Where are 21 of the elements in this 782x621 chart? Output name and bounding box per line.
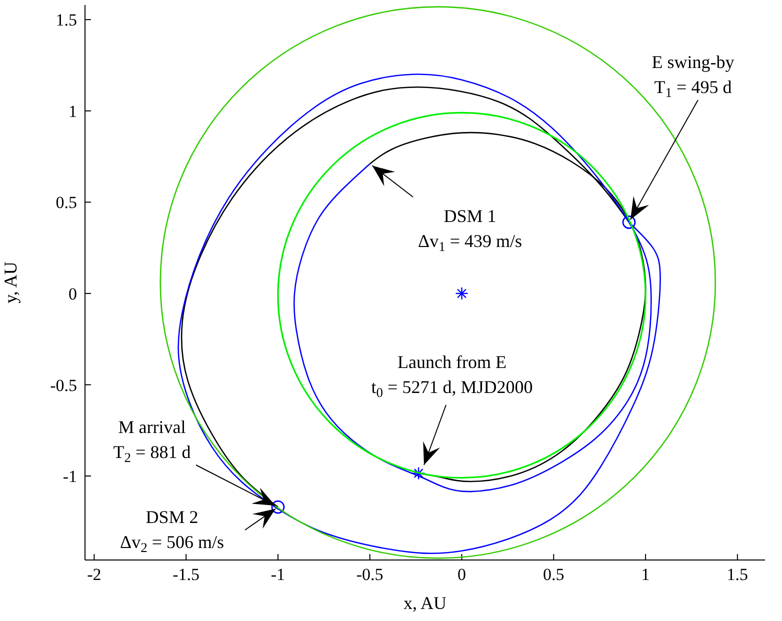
x-tick-label: 0 bbox=[458, 565, 466, 584]
x-tick-label: -2 bbox=[87, 565, 102, 584]
y-tick-label: -0.5 bbox=[50, 376, 77, 395]
x-tick-label: -0.5 bbox=[356, 565, 384, 584]
x-tick-label: -1.5 bbox=[172, 565, 200, 584]
x-tick-label: 1.5 bbox=[726, 565, 748, 584]
text: Launch from E t$_{0}$ = 5271 d, MJD2000 bbox=[371, 352, 533, 400]
x-tick-label: 0.5 bbox=[543, 565, 564, 584]
x-tick-label: -1 bbox=[270, 565, 286, 584]
y-tick-label: 1.5 bbox=[56, 10, 77, 30]
annotation: DSM 2 Δv$_{2}$ = 506 m/s bbox=[120, 507, 224, 556]
x-axis-title: x, AU bbox=[403, 593, 447, 613]
y-tick-label: -1 bbox=[62, 467, 77, 486]
annotation: E swing-by T$_{1}$ = 495 d bbox=[652, 52, 734, 100]
y-tick-label: 0.5 bbox=[56, 193, 77, 212]
y-axis-title: y, AU bbox=[0, 262, 20, 304]
y-tick-label: 0 bbox=[68, 284, 77, 304]
x-tick-label: 1 bbox=[641, 565, 650, 584]
annotation: DSM 1 Δv$_{1}$ = 439 m/s bbox=[418, 206, 522, 254]
annotation: M arrival T$_{2}$ = 881 d bbox=[113, 417, 191, 466]
y-tick-label: 1 bbox=[68, 102, 77, 121]
